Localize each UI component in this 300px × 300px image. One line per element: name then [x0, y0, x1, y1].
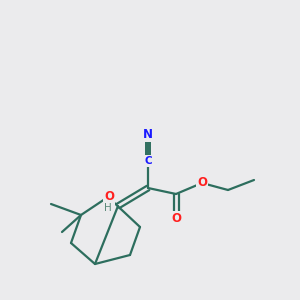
Text: H: H — [104, 203, 112, 213]
Text: O: O — [171, 212, 181, 226]
Text: O: O — [104, 190, 114, 203]
Text: C: C — [144, 156, 152, 166]
Text: N: N — [143, 128, 153, 140]
Text: O: O — [197, 176, 207, 188]
